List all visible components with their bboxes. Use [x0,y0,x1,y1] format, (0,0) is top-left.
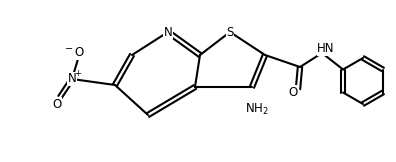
Text: N: N [68,73,76,86]
Text: O: O [288,86,298,98]
Text: +: + [74,69,82,77]
Text: N: N [164,25,172,39]
Text: S: S [226,25,234,39]
Text: −: − [65,44,73,54]
Text: O: O [74,46,84,59]
Text: O: O [52,98,62,110]
Text: NH$_2$: NH$_2$ [245,102,269,117]
Text: HN: HN [317,42,335,56]
